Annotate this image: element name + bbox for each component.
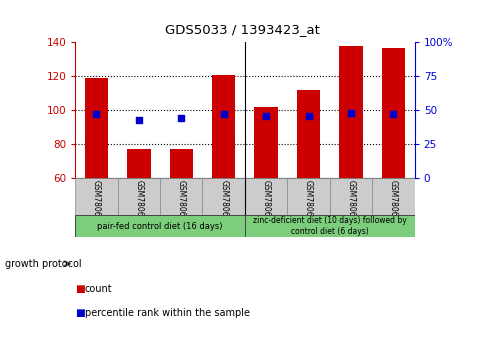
- Bar: [339, 46, 362, 178]
- Point: [135, 117, 142, 122]
- Point: [347, 110, 354, 116]
- Bar: [372, 178, 414, 215]
- Bar: [244, 215, 414, 237]
- Text: GSM780664: GSM780664: [91, 180, 101, 226]
- Text: count: count: [85, 284, 112, 293]
- Bar: [296, 90, 319, 178]
- Bar: [329, 178, 372, 215]
- Bar: [244, 178, 287, 215]
- Bar: [212, 75, 235, 178]
- Text: GSM780666: GSM780666: [176, 180, 185, 226]
- Text: zinc-deficient diet (10 days) followed by
control diet (6 days): zinc-deficient diet (10 days) followed b…: [252, 216, 406, 236]
- Bar: [254, 107, 277, 178]
- Text: GSM780667: GSM780667: [219, 180, 228, 226]
- Bar: [169, 149, 193, 178]
- Bar: [160, 178, 202, 215]
- Bar: [75, 215, 244, 237]
- Bar: [381, 47, 404, 178]
- Point: [262, 113, 270, 119]
- Bar: [75, 178, 117, 215]
- Point: [389, 112, 396, 117]
- Text: GSM780671: GSM780671: [388, 180, 397, 226]
- Text: GSM780665: GSM780665: [134, 180, 143, 226]
- Text: ■: ■: [75, 308, 85, 318]
- Text: ■: ■: [75, 284, 85, 293]
- Point: [219, 112, 227, 117]
- Text: pair-fed control diet (16 days): pair-fed control diet (16 days): [97, 222, 222, 230]
- Text: GSM780670: GSM780670: [346, 180, 355, 226]
- Point: [92, 112, 100, 117]
- Text: growth protocol: growth protocol: [5, 259, 81, 269]
- Text: GSM780668: GSM780668: [261, 180, 270, 226]
- Bar: [287, 178, 329, 215]
- Point: [304, 113, 312, 119]
- Text: GSM780669: GSM780669: [303, 180, 313, 226]
- Text: GDS5033 / 1393423_at: GDS5033 / 1393423_at: [165, 23, 319, 36]
- Point: [177, 115, 185, 121]
- Text: percentile rank within the sample: percentile rank within the sample: [85, 308, 249, 318]
- Bar: [127, 149, 150, 178]
- Bar: [85, 78, 108, 178]
- Bar: [117, 178, 160, 215]
- Bar: [202, 178, 244, 215]
